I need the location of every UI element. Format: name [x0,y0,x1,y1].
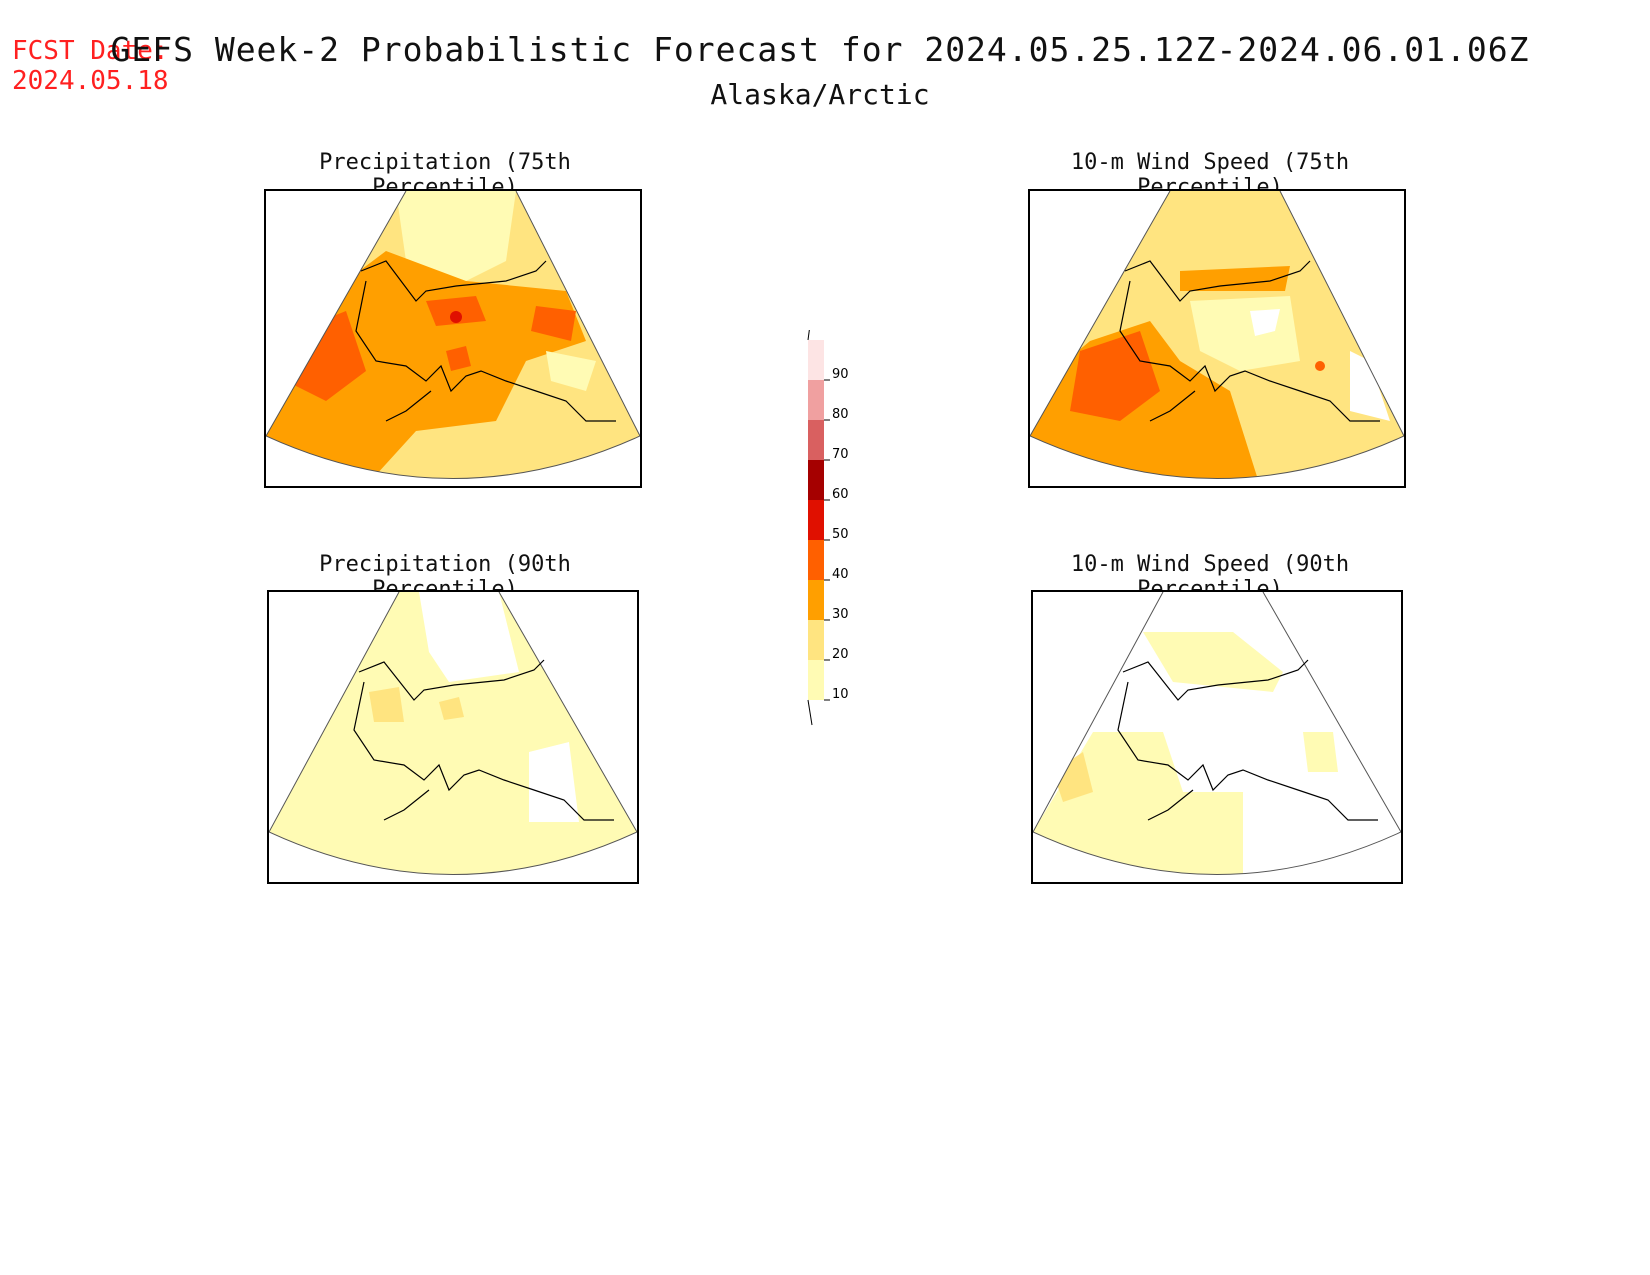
colorbar-segment [808,660,824,700]
forecast-date-label: FCST Date: 2024.05.18 [12,36,169,96]
alaska-coastline [353,659,614,821]
colorbar-segment [808,620,824,660]
map-wind-75 [1028,189,1406,488]
colorbar-segment [808,540,824,580]
colorbar-segment [808,340,824,380]
map-precip-90 [267,590,639,884]
colorbar-label: 60 [832,487,849,502]
alaska-coastline [1119,260,1380,422]
alaska-coastline [355,260,616,422]
fcst-date-value: 2024.05.18 [12,66,169,96]
colorbar-segment [808,580,824,620]
colorbar-label: 30 [832,607,849,622]
colorbar-segment [808,460,824,500]
colorbar-label: 80 [832,407,849,422]
colorbar-segment [808,380,824,420]
colorbar-segment [808,420,824,460]
colorbar-label: 50 [832,527,849,542]
page-title: GEFS Week-2 Probabilistic Forecast for 2… [110,30,1530,69]
colorbar-label: 20 [832,647,849,662]
colorbar-label: 90 [832,367,849,382]
colorbar-top-cap [807,309,813,341]
fcst-date-caption: FCST Date: [12,36,169,66]
alaska-coastline [1117,659,1378,821]
panel-title-wind-75: 10-m Wind Speed (75th Percentile) [1070,150,1350,200]
region-subtitle: Alaska/Arctic [710,78,930,111]
map-wind-90 [1031,590,1403,884]
colorbar-label: 10 [832,687,849,702]
colorbar-label: 40 [832,567,849,582]
colorbar-bottom-cap [807,699,813,726]
colorbar: 10 20 30 40 50 60 70 80 90 [800,309,870,734]
colorbar-segment [808,500,824,540]
colorbar-label: 70 [832,447,849,462]
map-precip-75 [264,189,642,488]
